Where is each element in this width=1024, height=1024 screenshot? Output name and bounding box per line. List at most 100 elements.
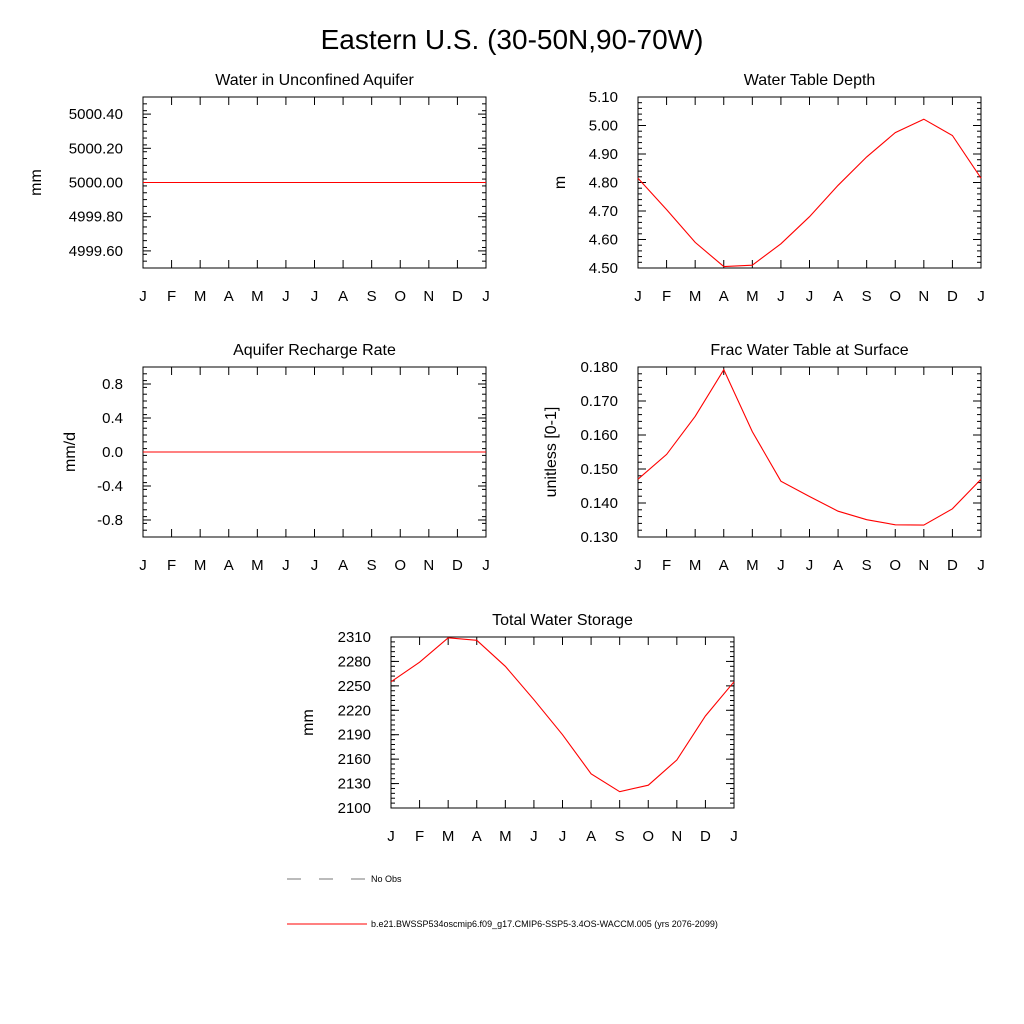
- y-tick-label: 0.180: [580, 359, 618, 376]
- x-tick-label: J: [311, 557, 319, 574]
- x-tick-label: J: [559, 828, 567, 845]
- y-tick-label: 2280: [338, 653, 371, 670]
- series-line-wtd: [637, 118, 982, 268]
- x-tick-label: J: [977, 288, 985, 305]
- y-tick-label: 4.50: [589, 260, 618, 277]
- x-tick-label: N: [918, 288, 929, 305]
- x-tick-label: J: [806, 557, 814, 574]
- x-tick-label: D: [947, 557, 958, 574]
- x-tick-label: J: [387, 828, 395, 845]
- x-tick-label: N: [918, 557, 929, 574]
- plot-frame: [390, 636, 735, 809]
- y-tick-label: 2130: [338, 776, 371, 793]
- y-tick-label: 0.4: [102, 410, 123, 427]
- y-tick-label: 0.8: [102, 376, 123, 393]
- x-tick-label: J: [282, 557, 290, 574]
- panel-title: Total Water Storage: [492, 612, 633, 629]
- x-tick-label: S: [862, 288, 872, 305]
- x-tick-label: A: [472, 828, 482, 845]
- y-tick-label: -0.8: [97, 512, 123, 529]
- y-tick-label: 0.140: [580, 495, 618, 512]
- x-tick-label: A: [224, 557, 234, 574]
- x-tick-label: A: [833, 288, 843, 305]
- x-tick-label: J: [482, 557, 490, 574]
- x-tick-label: N: [423, 288, 434, 305]
- y-tick-label: 0.0: [102, 444, 123, 461]
- y-tick-label: 4.70: [589, 203, 618, 220]
- x-tick-label: N: [671, 828, 682, 845]
- x-tick-label: M: [746, 557, 759, 574]
- y-axis-label: m: [552, 176, 569, 189]
- x-tick-label: S: [367, 557, 377, 574]
- y-axis-label: mm: [300, 709, 317, 736]
- x-tick-label: D: [452, 288, 463, 305]
- x-tick-label: M: [499, 828, 512, 845]
- figure-title: Eastern U.S. (30-50N,90-70W): [321, 24, 704, 55]
- y-tick-label: 2100: [338, 800, 371, 817]
- x-tick-label: S: [862, 557, 872, 574]
- x-tick-label: F: [415, 828, 424, 845]
- panel-title: Frac Water Table at Surface: [710, 342, 908, 359]
- x-tick-label: F: [167, 288, 176, 305]
- y-tick-label: 5000.40: [69, 106, 123, 123]
- x-tick-label: J: [806, 288, 814, 305]
- y-tick-label: 4.60: [589, 232, 618, 249]
- x-tick-label: A: [338, 288, 348, 305]
- panel-title: Water Table Depth: [744, 72, 876, 89]
- x-tick-label: A: [338, 557, 348, 574]
- legend: No Obs b.e21.BWSSP534oscmip6.f09_g17.CMI…: [287, 874, 718, 929]
- y-tick-label: 5.10: [589, 89, 618, 106]
- x-tick-label: O: [889, 288, 901, 305]
- y-tick-label: 5000.20: [69, 140, 123, 157]
- legend-model-label: b.e21.BWSSP534oscmip6.f09_g17.CMIP6-SSP5…: [371, 919, 718, 929]
- y-tick-label: 2190: [338, 727, 371, 744]
- x-tick-label: A: [586, 828, 596, 845]
- x-tick-label: M: [442, 828, 455, 845]
- x-tick-label: A: [833, 557, 843, 574]
- x-tick-label: J: [730, 828, 738, 845]
- x-tick-label: O: [394, 288, 406, 305]
- plot-frame: [637, 366, 982, 538]
- legend-obs-label: No Obs: [371, 874, 402, 884]
- y-tick-label: 2160: [338, 751, 371, 768]
- x-tick-label: D: [700, 828, 711, 845]
- y-tick-label: 0.160: [580, 427, 618, 444]
- x-tick-label: M: [746, 288, 759, 305]
- series-line-fracwt: [637, 368, 982, 526]
- y-tick-label: 4999.80: [69, 209, 123, 226]
- x-tick-label: J: [634, 288, 642, 305]
- y-tick-label: 2250: [338, 678, 371, 695]
- x-tick-label: S: [367, 288, 377, 305]
- x-tick-label: A: [719, 288, 729, 305]
- y-axis-label: mm: [28, 169, 45, 196]
- x-tick-label: J: [139, 288, 147, 305]
- y-tick-label: 5.00: [589, 118, 618, 135]
- x-tick-label: M: [194, 288, 207, 305]
- y-axis-label: unitless [0-1]: [543, 407, 560, 498]
- y-tick-label: 0.130: [580, 529, 618, 546]
- x-tick-label: J: [777, 288, 785, 305]
- x-tick-label: F: [167, 557, 176, 574]
- x-tick-label: A: [719, 557, 729, 574]
- y-tick-label: 5000.00: [69, 175, 123, 192]
- y-tick-label: 0.170: [580, 393, 618, 410]
- x-tick-label: O: [889, 557, 901, 574]
- x-tick-label: M: [689, 288, 702, 305]
- y-tick-label: 2220: [338, 702, 371, 719]
- x-tick-label: J: [139, 557, 147, 574]
- x-tick-label: M: [251, 288, 264, 305]
- y-tick-label: 4999.60: [69, 243, 123, 260]
- x-tick-label: J: [777, 557, 785, 574]
- y-tick-label: 0.150: [580, 461, 618, 478]
- x-tick-label: O: [394, 557, 406, 574]
- panel-title: Water in Unconfined Aquifer: [215, 72, 414, 89]
- y-axis-label: mm/d: [62, 432, 79, 472]
- x-tick-label: F: [662, 557, 671, 574]
- x-tick-label: J: [530, 828, 538, 845]
